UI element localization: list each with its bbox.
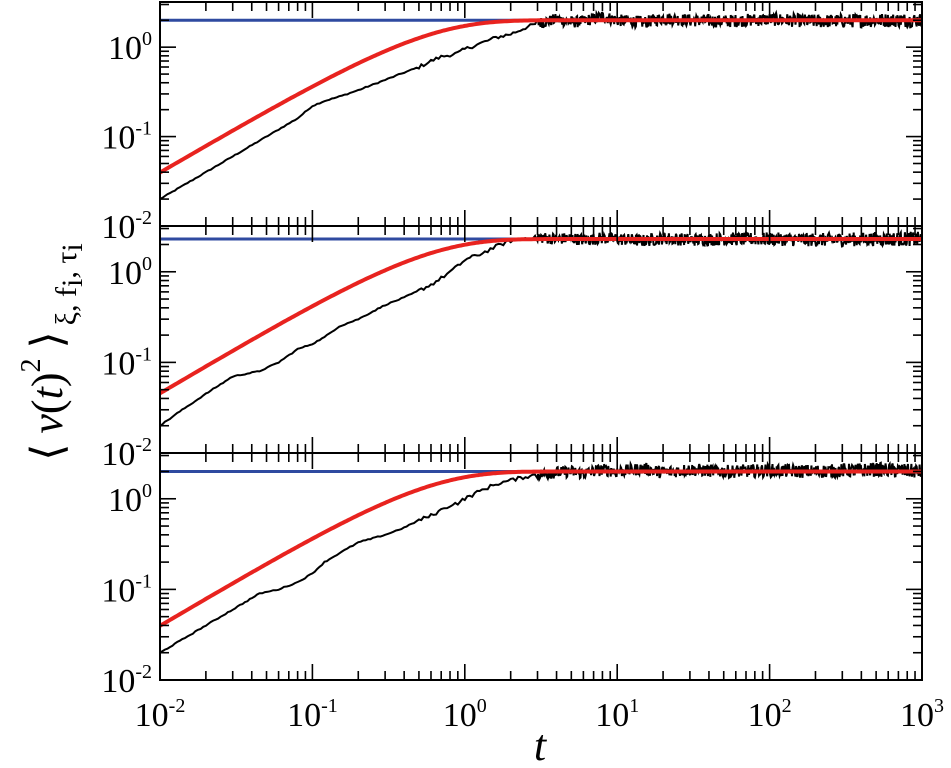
y-tick-label-base: 10 xyxy=(101,120,135,157)
y-tick-label-base: 10 xyxy=(101,572,135,609)
y-tick-label-base: 10 xyxy=(101,663,135,700)
y-tick-label-exponent: -2 xyxy=(135,434,152,456)
x-tick-label-exponent: -2 xyxy=(169,695,186,717)
y-tick-label: 10-2 xyxy=(101,207,152,246)
x-tick-label-base: 10 xyxy=(900,697,934,734)
y-tick-label-exponent: -2 xyxy=(135,661,152,683)
svg-text:⟨v(t)2⟩ξ, fi, τi: ⟨v(t)2⟩ξ, fi, τi xyxy=(16,243,89,461)
x-tick-label-exponent: 3 xyxy=(934,695,944,717)
y-tick-label: 10-2 xyxy=(101,434,152,473)
x-tick-labels: 10-2 10-1 100 101 102 103 xyxy=(135,695,944,734)
x-tick-label: 10-1 xyxy=(287,695,338,734)
x-tick-label-exponent: 0 xyxy=(477,695,487,717)
y-tick-label: 10-1 xyxy=(101,570,152,609)
y-tick-label-base: 10 xyxy=(108,482,142,519)
theory-curve xyxy=(160,18,922,175)
x-tick-label: 103 xyxy=(900,695,944,734)
x-tick-label-exponent: 2 xyxy=(782,695,792,717)
panel-plot-area xyxy=(160,228,922,427)
panel-frame xyxy=(159,1,923,227)
x-tick-label: 102 xyxy=(748,695,792,734)
y-tick-label-exponent: -1 xyxy=(135,343,152,365)
y-axis-label: ⟨v(t)2⟩ξ, fi, τi xyxy=(16,243,89,461)
theory-curve xyxy=(160,237,922,396)
panel-frame xyxy=(159,452,923,681)
y-tick-label: 10-2 xyxy=(101,661,152,700)
y-tick-label: 10-1 xyxy=(101,118,152,157)
y-tick-label-base: 10 xyxy=(108,255,142,292)
x-tick-label: 101 xyxy=(595,695,639,734)
x-tick-label-base: 10 xyxy=(135,697,169,734)
y-tick-label-base: 10 xyxy=(108,30,142,67)
panel-plot-area xyxy=(160,460,922,654)
x-tick-label-base: 10 xyxy=(287,697,321,734)
y-tick-label-base: 10 xyxy=(101,436,135,473)
x-tick-label-exponent: -1 xyxy=(321,695,338,717)
x-tick-label: 100 xyxy=(443,695,487,734)
panel-frame xyxy=(159,225,923,454)
y-tick-label-exponent: -1 xyxy=(135,570,152,592)
y-tick-label: 10-1 xyxy=(101,343,152,382)
y-tick-label: 100 xyxy=(108,28,152,67)
panel-plot-area xyxy=(160,9,922,200)
simulation-curve xyxy=(160,9,922,200)
x-tick-label-exponent: 1 xyxy=(629,695,639,717)
y-tick-label-exponent: 0 xyxy=(142,480,152,502)
y-tick-label-base: 10 xyxy=(101,209,135,246)
y-tick-label-exponent: -2 xyxy=(135,207,152,229)
simulation-curve xyxy=(160,460,922,654)
x-tick-label-base: 10 xyxy=(748,697,782,734)
x-axis-label: t xyxy=(534,721,548,768)
y-tick-label-exponent: 0 xyxy=(142,253,152,275)
x-tick-label-base: 10 xyxy=(443,697,477,734)
y-tick-label-base: 10 xyxy=(101,345,135,382)
y-tick-label: 100 xyxy=(108,480,152,519)
y-tick-label-exponent: -1 xyxy=(135,118,152,140)
x-tick-label-base: 10 xyxy=(595,697,629,734)
y-tick-label-exponent: 0 xyxy=(142,28,152,50)
y-tick-label: 100 xyxy=(108,253,152,292)
x-tick-label: 10-2 xyxy=(135,695,186,734)
theory-curve xyxy=(160,469,922,628)
